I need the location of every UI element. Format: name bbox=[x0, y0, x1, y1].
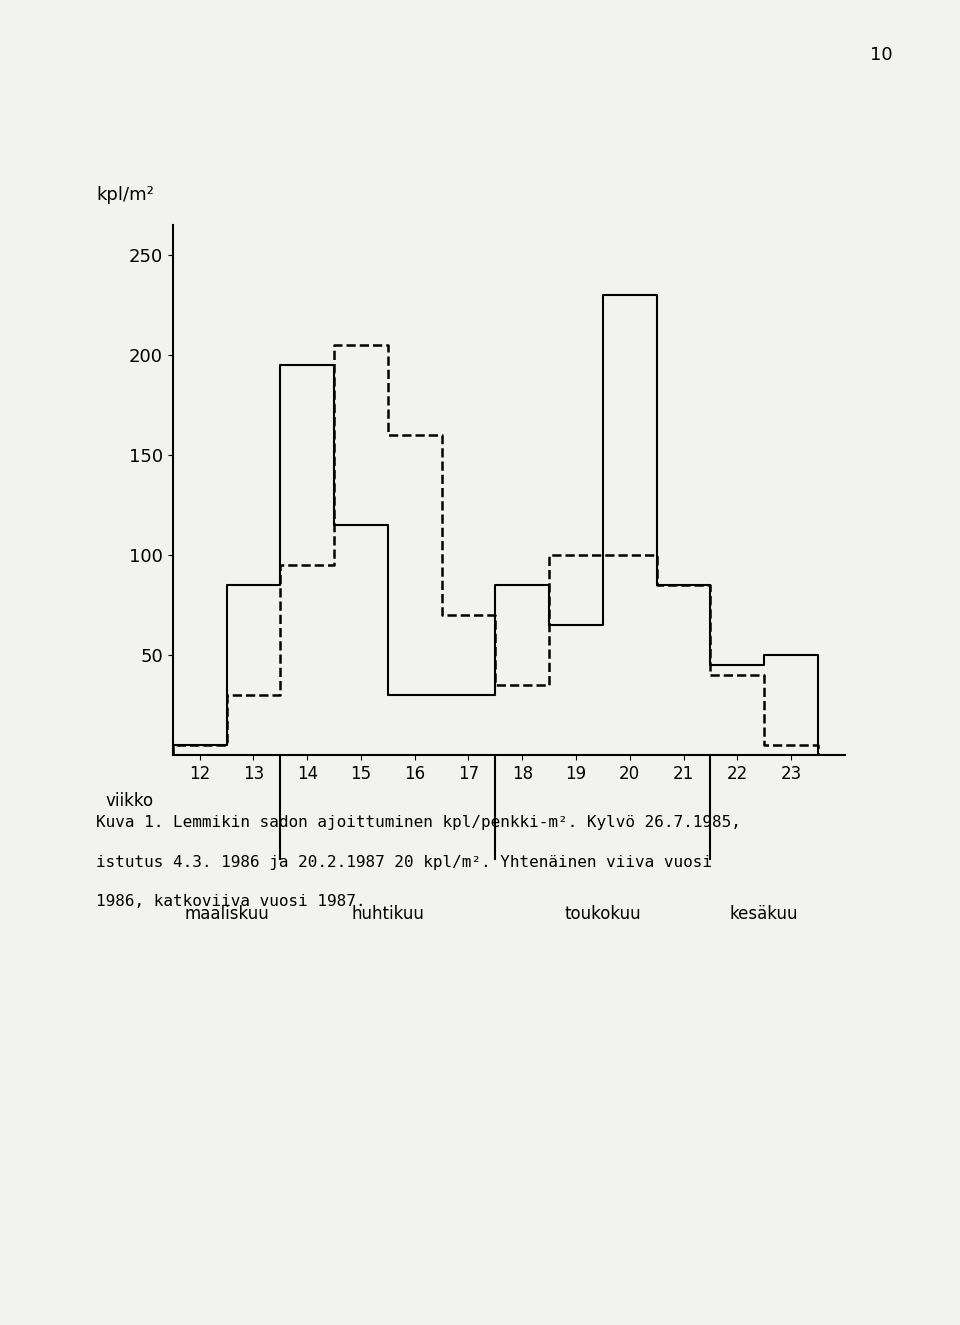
Text: kesäkuu: kesäkuu bbox=[730, 905, 799, 924]
Text: huhtikuu: huhtikuu bbox=[351, 905, 424, 924]
Text: Kuva 1. Lemmikin sadon ajoittuminen kpl/penkki-m². Kylvö 26.7.1985,: Kuva 1. Lemmikin sadon ajoittuminen kpl/… bbox=[96, 815, 741, 829]
Text: istutus 4.3. 1986 ja 20.2.1987 20 kpl/m². Yhtenäinen viiva vuosi: istutus 4.3. 1986 ja 20.2.1987 20 kpl/m²… bbox=[96, 855, 712, 869]
Text: 10: 10 bbox=[870, 46, 893, 65]
Text: toukokuu: toukokuu bbox=[564, 905, 641, 924]
Text: maaliskuu: maaliskuu bbox=[184, 905, 269, 924]
Text: kpl/m²: kpl/m² bbox=[97, 186, 155, 204]
Text: 1986, katkoviiva vuosi 1987.: 1986, katkoviiva vuosi 1987. bbox=[96, 894, 366, 909]
Text: viikko: viikko bbox=[105, 792, 154, 811]
